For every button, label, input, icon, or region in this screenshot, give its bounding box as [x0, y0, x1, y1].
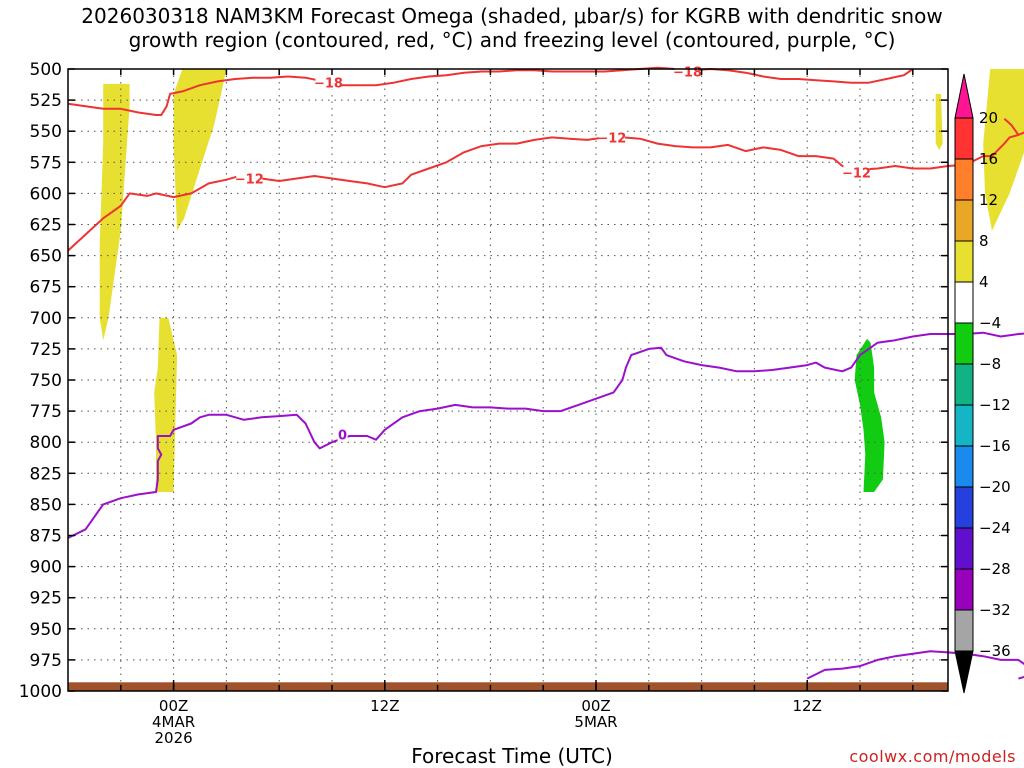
colorbar-box-11 — [954, 527, 974, 570]
colorbar: 20 16 12 8 4 −4 −8 −12 −16 −20 −24 −28 −32 −36 — [954, 73, 1011, 694]
ytick-label-800: 800 — [30, 433, 62, 453]
colorbar-label-10: −24 — [979, 519, 1011, 537]
omega-region-7 — [854, 338, 885, 492]
colorbar-box-12 — [954, 568, 974, 611]
ytick-label-575: 575 — [30, 153, 62, 173]
contour-lines — [67, 66, 1024, 680]
ytick-label-525: 525 — [30, 91, 62, 111]
colorbar-label-6: −8 — [979, 355, 1001, 373]
ytick-label-950: 950 — [30, 620, 62, 640]
ytick-label-750: 750 — [30, 371, 62, 391]
chart-title: 2026030318 NAM3KM Forecast Omega (shaded… — [0, 4, 1024, 52]
ytick-label-825: 825 — [30, 464, 62, 484]
xtick-label-2-0: 00Z — [581, 697, 610, 715]
colorbar-box-6 — [954, 322, 974, 365]
colorbar-box-8 — [954, 404, 974, 447]
colorbar-label-2: 12 — [979, 191, 998, 209]
contour-line-2 — [1003, 118, 1024, 136]
colorbar-label-3: 8 — [979, 232, 989, 250]
contour-line-3 — [67, 133, 1019, 252]
label-minus12-2-bg — [598, 129, 625, 145]
colorbar-box-10 — [954, 486, 974, 529]
ytick-label-925: 925 — [30, 589, 62, 609]
label-minus12-2: −12 — [597, 131, 626, 146]
label-minus18-2: −18 — [673, 65, 702, 80]
label-zero-1-bg — [337, 426, 348, 442]
xtick-label-1-0: 12Z — [370, 697, 399, 715]
label-minus18-1-bg — [315, 74, 342, 90]
ytick-label-975: 975 — [30, 651, 62, 671]
ytick-label-875: 875 — [30, 527, 62, 547]
colorbar-label-8: −16 — [979, 437, 1011, 455]
label-minus12-3: −12 — [842, 166, 871, 181]
contour-line-4 — [67, 331, 1024, 539]
omega-region-5 — [983, 69, 1024, 231]
x-axis-label: Forecast Time (UTC) — [411, 744, 613, 768]
shaded-omega-regions — [99, 69, 1024, 492]
colorbar-box-5 — [954, 281, 974, 324]
omega-region-1 — [99, 83, 130, 341]
xtick-label-2-1: 5MAR — [574, 713, 617, 731]
ytick-label-900: 900 — [30, 558, 62, 578]
xtick-label-3-0: 12Z — [793, 697, 822, 715]
terrain-fill — [68, 682, 948, 691]
label-minus12-1-bg — [236, 170, 263, 186]
colorbar-label-0: 20 — [979, 109, 998, 127]
chart-title-line2: growth region (contoured, red, °C) and f… — [128, 28, 896, 52]
label-minus18-1: −18 — [314, 77, 343, 92]
y-axis-ticks: 500 525 550 575 600 625 650 675 700 725 750 775 800 8… — [19, 60, 948, 702]
colorbar-box-9 — [954, 445, 974, 488]
ytick-label-650: 650 — [30, 247, 62, 267]
credit-text: coolwx.com/models — [849, 747, 1016, 766]
colorbar-bottom-arrow — [954, 650, 974, 694]
ytick-label-1000: 1000 — [19, 682, 62, 702]
colorbar-label-7: −12 — [979, 396, 1011, 414]
colorbar-label-1: 16 — [979, 150, 998, 168]
colorbar-label-12: −32 — [979, 601, 1011, 619]
xtick-label-0-2: 2026 — [155, 729, 193, 747]
colorbar-box-4 — [954, 240, 974, 283]
colorbar-label-5: −4 — [979, 314, 1001, 332]
omega-region-3 — [154, 317, 178, 492]
ytick-label-500: 500 — [30, 60, 62, 80]
label-zero-1: 0 — [338, 429, 347, 444]
label-minus12-3-bg — [843, 164, 870, 180]
colorbar-label-9: −20 — [979, 478, 1011, 496]
ytick-label-725: 725 — [30, 340, 62, 360]
colorbar-top-arrow — [954, 73, 974, 119]
ytick-label-775: 775 — [30, 402, 62, 422]
terrain-band — [68, 682, 948, 691]
colorbar-label-13: −36 — [979, 642, 1011, 660]
colorbar-box-2 — [954, 158, 974, 201]
ytick-label-600: 600 — [30, 184, 62, 204]
ytick-label-700: 700 — [30, 309, 62, 329]
ytick-label-550: 550 — [30, 122, 62, 142]
ytick-label-625: 625 — [30, 216, 62, 236]
xtick-label-0-0: 00Z — [159, 697, 188, 715]
colorbar-label-4: 4 — [979, 273, 989, 291]
ytick-label-850: 850 — [30, 495, 62, 515]
colorbar-box-13 — [954, 609, 974, 652]
omega-region-2 — [173, 69, 227, 231]
colorbar-box-3 — [954, 199, 974, 242]
colorbar-box-1 — [954, 117, 974, 160]
xtick-label-0-1: 4MAR — [152, 713, 195, 731]
chart-title-line1: 2026030318 NAM3KM Forecast Omega (shaded… — [81, 4, 943, 28]
colorbar-box-7 — [954, 363, 974, 406]
colorbar-label-11: −28 — [979, 560, 1011, 578]
label-minus12-1: −12 — [235, 172, 264, 187]
contour-line-1 — [67, 66, 914, 116]
label-minus18-2-bg — [674, 63, 701, 79]
omega-region-4 — [935, 93, 943, 150]
ytick-label-675: 675 — [30, 278, 62, 298]
